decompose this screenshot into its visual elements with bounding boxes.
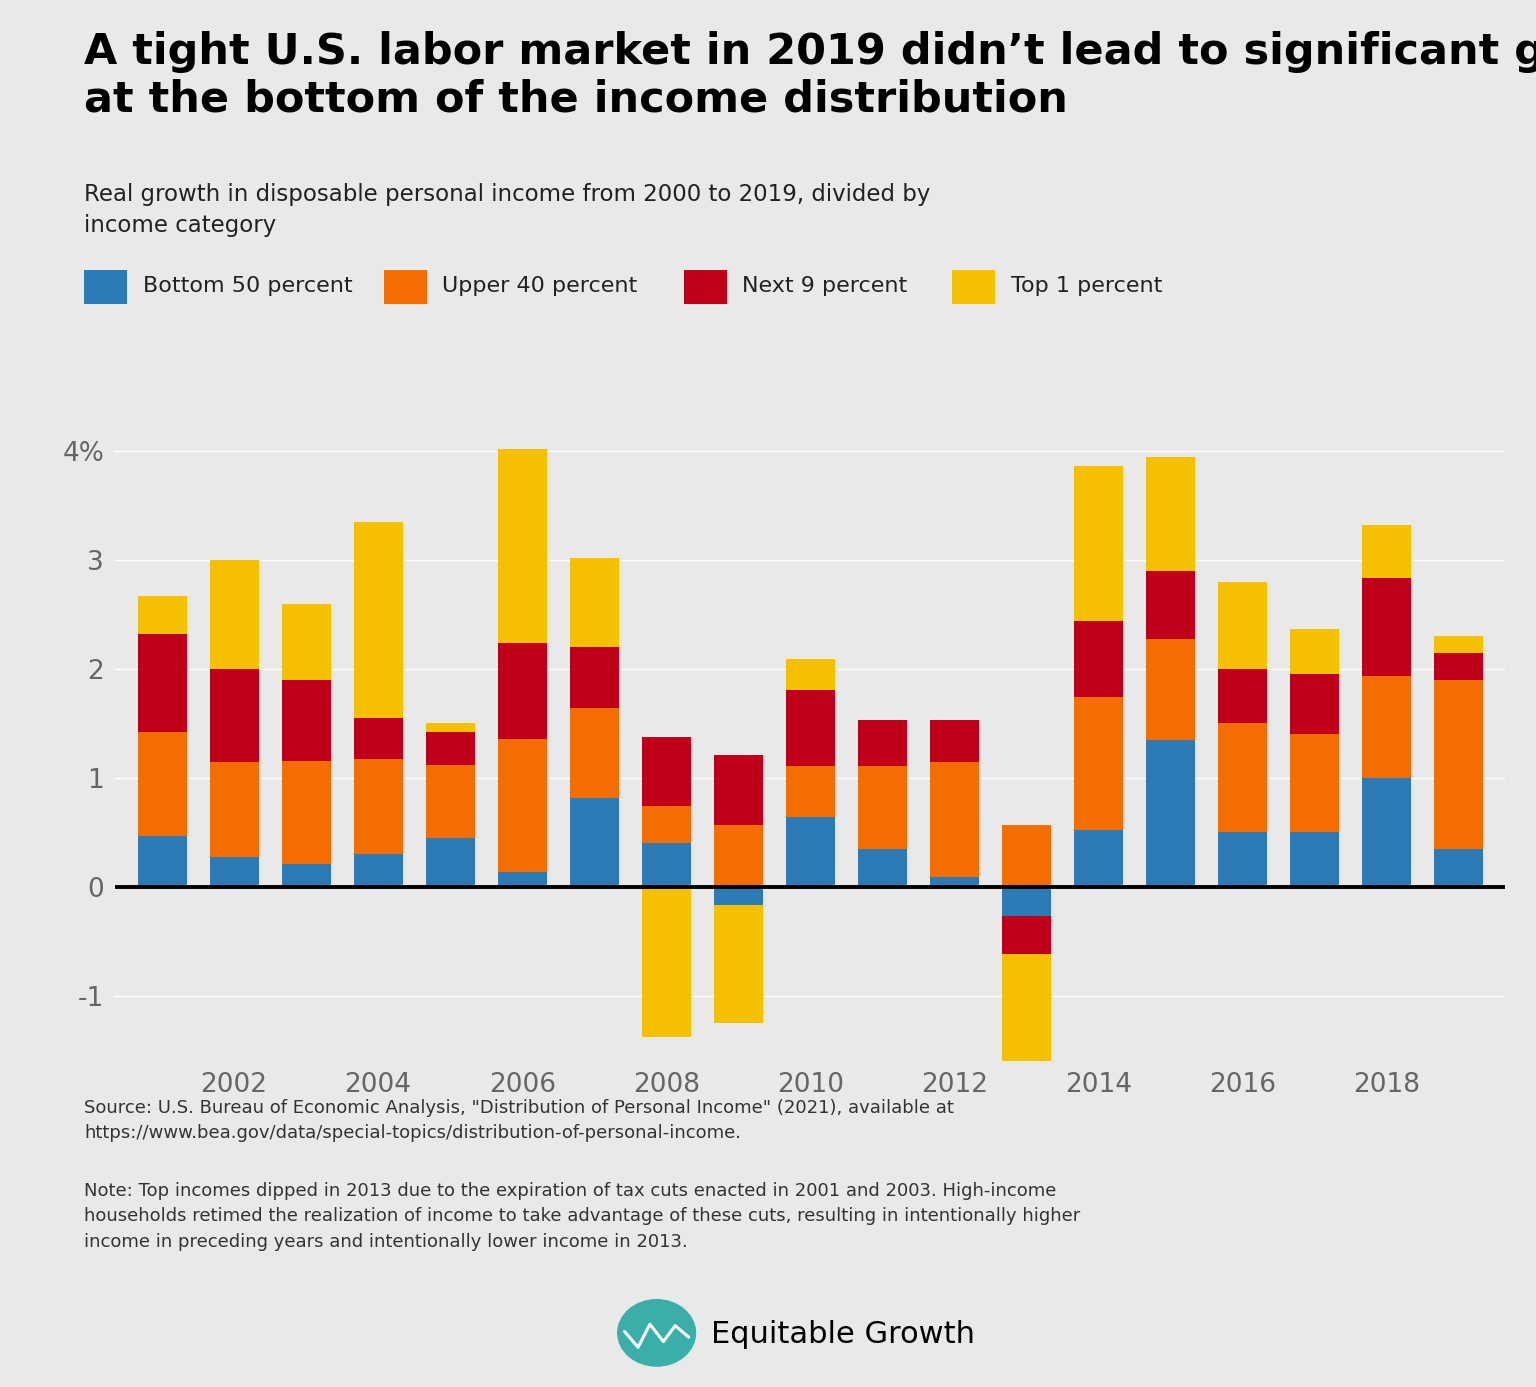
Bar bbox=[1146, 456, 1195, 571]
Bar bbox=[353, 760, 402, 854]
Text: Top 1 percent: Top 1 percent bbox=[1011, 276, 1163, 295]
Bar bbox=[353, 522, 402, 718]
Bar bbox=[857, 766, 906, 849]
Bar bbox=[1001, 917, 1051, 954]
Bar bbox=[1435, 680, 1482, 849]
Circle shape bbox=[617, 1300, 696, 1366]
Bar bbox=[209, 857, 258, 886]
Bar bbox=[425, 732, 475, 764]
Text: Real growth in disposable personal income from 2000 to 2019, divided by
income c: Real growth in disposable personal incom… bbox=[84, 183, 931, 237]
Bar bbox=[138, 596, 186, 634]
Bar bbox=[1218, 583, 1267, 669]
Bar bbox=[786, 659, 834, 689]
Text: Upper 40 percent: Upper 40 percent bbox=[442, 276, 637, 295]
Bar bbox=[642, 886, 691, 1037]
Bar bbox=[281, 603, 330, 680]
Bar bbox=[1290, 628, 1339, 674]
Bar bbox=[1074, 698, 1123, 831]
Bar bbox=[498, 449, 547, 644]
Bar bbox=[1435, 637, 1482, 653]
Bar bbox=[138, 634, 186, 732]
Bar bbox=[353, 718, 402, 760]
Bar bbox=[1362, 526, 1412, 577]
Bar bbox=[498, 644, 547, 739]
Bar bbox=[498, 739, 547, 871]
Bar bbox=[209, 669, 258, 761]
Bar bbox=[1218, 832, 1267, 886]
Bar bbox=[714, 755, 763, 825]
Bar bbox=[1001, 954, 1051, 1099]
Bar bbox=[642, 806, 691, 843]
Bar bbox=[929, 761, 978, 877]
Bar bbox=[570, 709, 619, 798]
Bar bbox=[1218, 724, 1267, 832]
Bar bbox=[209, 560, 258, 669]
Bar bbox=[570, 558, 619, 648]
Bar bbox=[425, 764, 475, 838]
Bar bbox=[1290, 674, 1339, 734]
Bar bbox=[786, 817, 834, 886]
Bar bbox=[1290, 734, 1339, 832]
Bar bbox=[281, 760, 330, 864]
Bar bbox=[786, 766, 834, 817]
Bar bbox=[1074, 466, 1123, 621]
Bar bbox=[1001, 825, 1051, 886]
Bar bbox=[1435, 849, 1482, 886]
Bar bbox=[1290, 832, 1339, 886]
Bar bbox=[570, 798, 619, 886]
Bar bbox=[1001, 886, 1051, 917]
Text: A tight U.S. labor market in 2019 didn’t lead to significant gains
at the bottom: A tight U.S. labor market in 2019 didn’t… bbox=[84, 31, 1536, 121]
Bar bbox=[138, 835, 186, 886]
Bar bbox=[1146, 739, 1195, 886]
Bar bbox=[1074, 621, 1123, 698]
Text: Note: Top incomes dipped in 2013 due to the expiration of tax cuts enacted in 20: Note: Top incomes dipped in 2013 due to … bbox=[84, 1182, 1081, 1251]
Bar bbox=[1362, 577, 1412, 675]
Bar bbox=[1074, 831, 1123, 886]
Bar bbox=[281, 864, 330, 886]
Text: Equitable Growth: Equitable Growth bbox=[711, 1320, 975, 1348]
Bar bbox=[642, 843, 691, 886]
Bar bbox=[425, 724, 475, 732]
Bar bbox=[642, 736, 691, 806]
Bar bbox=[425, 838, 475, 886]
Bar bbox=[1218, 669, 1267, 724]
Bar bbox=[714, 906, 763, 1024]
Bar bbox=[714, 886, 763, 906]
Bar bbox=[138, 732, 186, 835]
Bar bbox=[1146, 638, 1195, 739]
Bar bbox=[714, 825, 763, 886]
Bar bbox=[1362, 675, 1412, 778]
Bar bbox=[1435, 653, 1482, 680]
Bar bbox=[929, 877, 978, 886]
Text: Source: U.S. Bureau of Economic Analysis, "Distribution of Personal Income" (202: Source: U.S. Bureau of Economic Analysis… bbox=[84, 1099, 954, 1143]
Bar bbox=[857, 720, 906, 766]
Bar bbox=[353, 854, 402, 886]
Bar bbox=[1146, 571, 1195, 638]
Bar bbox=[1362, 778, 1412, 886]
Bar bbox=[786, 689, 834, 766]
Bar bbox=[857, 849, 906, 886]
Bar bbox=[209, 761, 258, 857]
Bar bbox=[929, 720, 978, 761]
Bar bbox=[498, 871, 547, 886]
Bar bbox=[281, 680, 330, 760]
Bar bbox=[570, 648, 619, 709]
Text: Next 9 percent: Next 9 percent bbox=[742, 276, 908, 295]
Text: Bottom 50 percent: Bottom 50 percent bbox=[143, 276, 352, 295]
